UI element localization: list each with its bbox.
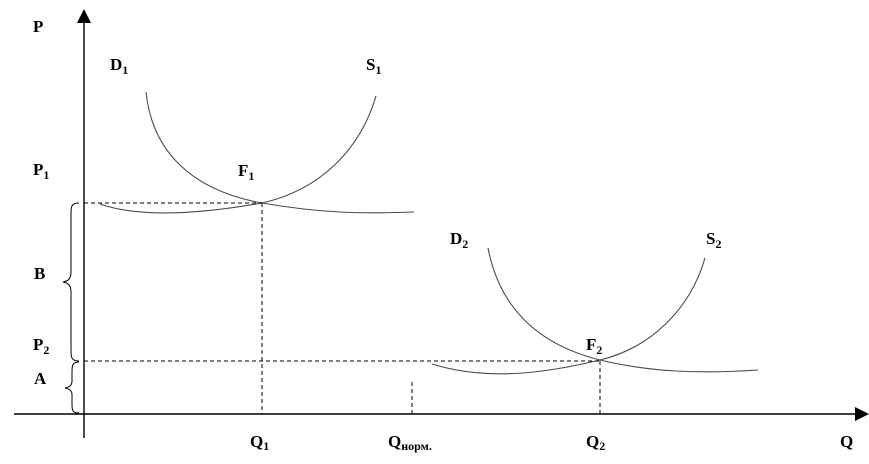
y-axis-label: P — [33, 17, 43, 36]
demand-curve-d2 — [487, 247, 759, 373]
segment-label-b: B — [34, 264, 45, 283]
quantity-label-q1: Q1 — [250, 432, 269, 453]
price-label-p1: P1 — [33, 160, 49, 182]
point-label-f2: F2 — [586, 335, 602, 357]
curve-label-d2: D2 — [450, 229, 468, 251]
supply-curve-s1 — [99, 95, 377, 214]
price-label-p2: P2 — [33, 335, 49, 357]
demand-curve-d1 — [145, 91, 415, 214]
point-label-f1: F1 — [238, 161, 254, 183]
quantity-label-qnorm: Qнорм. — [388, 432, 432, 453]
supply-curve-s2 — [431, 257, 706, 375]
segment-label-a: A — [34, 369, 47, 388]
curve-label-d1: D1 — [110, 55, 128, 77]
x-axis-label: Q — [840, 432, 853, 451]
curve-label-s2: S2 — [706, 229, 721, 251]
brace-a — [64, 361, 80, 414]
brace-b — [62, 202, 80, 362]
quantity-label-q2: Q2 — [586, 432, 605, 453]
curve-label-s1: S1 — [366, 55, 381, 77]
